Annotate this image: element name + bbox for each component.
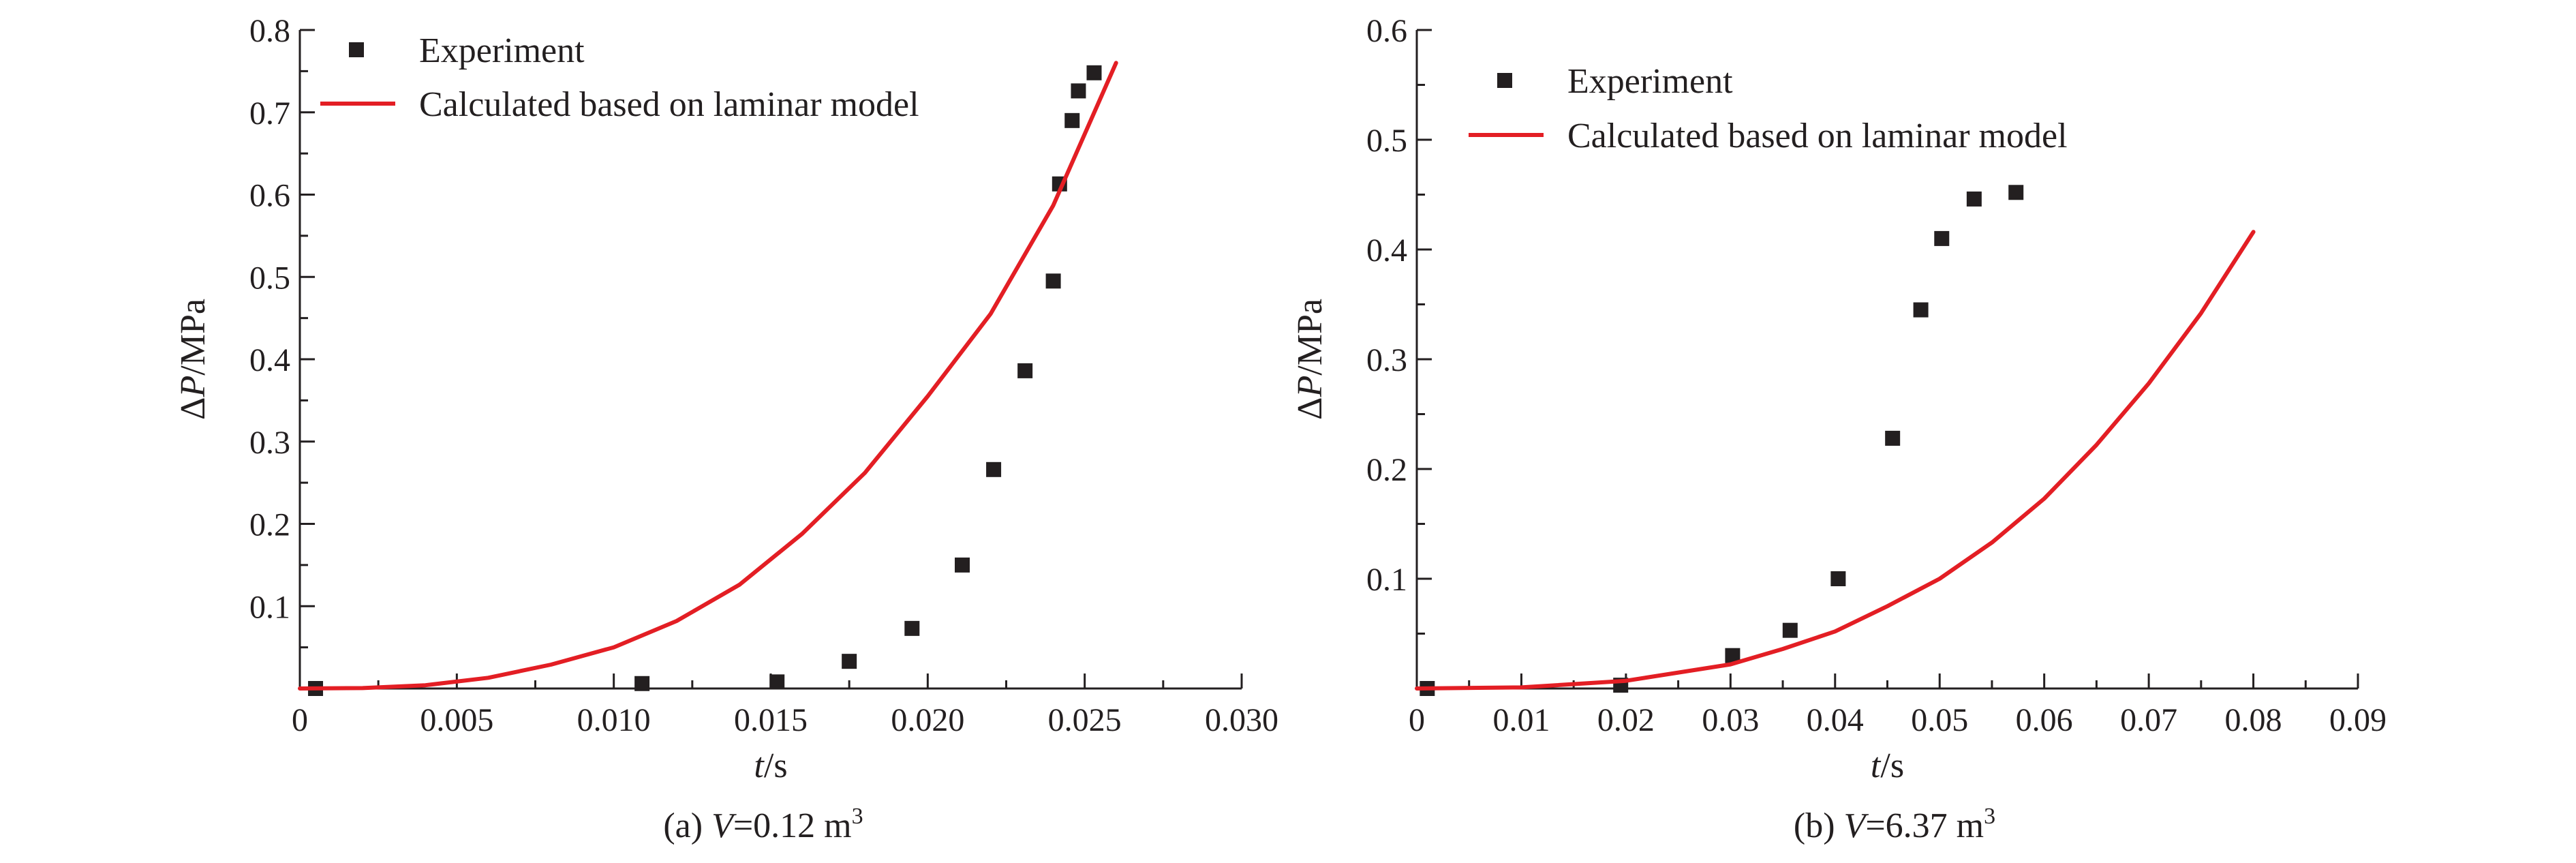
y-tick-label: 0.7	[249, 95, 290, 132]
y-axis-label-variable: P	[174, 376, 213, 398]
x-tick-label: 0.005	[420, 702, 493, 738]
experiment-data-point	[2008, 185, 2024, 200]
laminar-model-curve	[298, 61, 1118, 691]
x-tick-label: 0.010	[577, 702, 651, 738]
y-tick-label: 0.6	[1366, 13, 1407, 49]
legend-label-experiment: Experiment	[419, 31, 585, 70]
x-tick-label: 0	[1409, 702, 1425, 738]
panel-caption: (a) V=0.12 m3	[663, 804, 863, 845]
caption-superscript: 3	[852, 804, 863, 829]
experiment-data-point	[1913, 302, 1929, 318]
chart-panel-b: 0 0.01 0.02 0.03 0.04 0.05 0.06 0.07 0.08 0.09 0.1…	[1291, 13, 2387, 845]
experiment-data-point	[1017, 363, 1033, 378]
experiment-data-point	[1064, 112, 1080, 128]
experiment-data-point	[955, 557, 970, 573]
chart-panel-a: 0 0.005 0.010 0.015 0.020 0.025 0.030 0.1 0.2 0.3…	[174, 13, 1278, 845]
x-axis-label-variable: t	[754, 746, 765, 785]
experiment-data-point	[1966, 191, 1982, 207]
x-tick-label: 0.05	[1911, 702, 1968, 738]
x-tick-label: 0.09	[2329, 702, 2387, 738]
y-tick-label: 0.2	[249, 507, 290, 543]
experiment-data-point	[1934, 230, 1950, 246]
legend-label-experiment: Experiment	[1567, 62, 1733, 101]
x-tick-label: 0.04	[1807, 702, 1864, 738]
y-tick-label: 0.3	[249, 425, 290, 461]
x-tick-label: 0	[292, 702, 308, 738]
legend-marker-experiment	[349, 42, 364, 57]
x-tick-label: 0.08	[2225, 702, 2282, 738]
y-axis-label-variable: P	[1291, 376, 1330, 398]
caption-variable: V	[711, 806, 737, 845]
caption-value: =6.37 m	[1865, 806, 1984, 845]
x-tick-label: 0.03	[1702, 702, 1759, 738]
caption-value: =0.12 m	[733, 806, 852, 845]
experiment-data-point	[1830, 571, 1846, 586]
caption-superscript: 3	[1984, 804, 1995, 829]
experiment-data-point	[634, 676, 650, 691]
experiment-data-point	[1045, 273, 1061, 289]
y-axis-label-unit: /MPa	[174, 299, 213, 376]
caption-variable: V	[1844, 806, 1869, 845]
y-tick-label: 0.6	[249, 178, 290, 214]
experiment-data-point	[1071, 83, 1086, 99]
y-tick-label: 0.8	[249, 13, 290, 49]
legend-label-laminar-model: Calculated based on laminar model	[1567, 117, 2068, 155]
experiment-data-point	[1782, 622, 1798, 638]
y-axis-label-unit: /MPa	[1291, 299, 1330, 376]
experiment-data-point	[1725, 648, 1741, 663]
x-axis-label: t/s	[1871, 746, 1904, 785]
x-tick-label: 0.025	[1048, 702, 1122, 738]
x-tick-label: 0.06	[2016, 702, 2073, 738]
laminar-model-curve	[1415, 230, 2256, 691]
y-tick-label: 0.4	[1366, 232, 1407, 269]
caption-prefix: (a)	[663, 806, 711, 845]
y-tick-label: 0.1	[249, 589, 290, 625]
experiment-data-point	[986, 461, 1002, 477]
experiment-data-point	[842, 654, 857, 669]
panel-caption: (b) V=6.37 m3	[1794, 804, 1995, 845]
legend-marker-experiment	[1497, 73, 1512, 88]
experiment-data-point	[769, 674, 785, 690]
x-tick-label: 0.030	[1205, 702, 1278, 738]
caption-prefix: (b)	[1794, 806, 1844, 845]
x-axis-label-unit: /s	[764, 746, 788, 785]
x-tick-label: 0.01	[1492, 702, 1550, 738]
y-axis-label-symbol: Δ	[1291, 397, 1330, 420]
y-axis-label-symbol: Δ	[174, 397, 213, 420]
y-axis-label: ΔP/MPa	[1291, 299, 1330, 420]
x-axis-label-variable: t	[1871, 746, 1882, 785]
y-tick-label: 0.5	[249, 260, 290, 296]
y-tick-label: 0.5	[1366, 123, 1407, 159]
y-tick-label: 0.3	[1366, 342, 1407, 378]
x-tick-label: 0.07	[2120, 702, 2177, 738]
x-tick-label: 0.015	[734, 702, 808, 738]
legend-label-laminar-model: Calculated based on laminar model	[419, 85, 919, 124]
y-tick-label: 0.2	[1366, 452, 1407, 488]
experiment-data-point	[1086, 65, 1102, 80]
y-tick-label: 0.1	[1366, 562, 1407, 598]
x-axis-label-unit: /s	[1880, 746, 1904, 785]
experiment-data-point	[1885, 430, 1901, 446]
experiment-data-point	[904, 620, 920, 636]
x-tick-label: 0.020	[891, 702, 964, 738]
y-axis-label: ΔP/MPa	[174, 299, 213, 420]
x-axis-label: t/s	[754, 746, 787, 785]
x-tick-label: 0.02	[1597, 702, 1655, 738]
y-tick-label: 0.4	[249, 342, 290, 378]
